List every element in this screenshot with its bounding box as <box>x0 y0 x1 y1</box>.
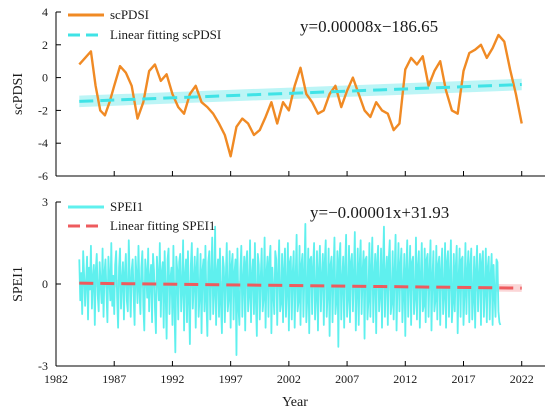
scpdsi-legend-label: scPDSI <box>110 7 149 22</box>
scpdsi-fit-equation: y=0.00008x−186.65 <box>300 17 438 36</box>
spei1-x-ticks: 1982 1987 1992 1997 2002 2007 2012 2017 2022 <box>44 361 534 386</box>
spei1-y-ticks: 3 0 -3 <box>38 195 61 373</box>
x-axis-label: Year <box>282 395 308 410</box>
spei1-series-line <box>78 222 502 356</box>
x-tick-label: 1982 <box>44 372 68 386</box>
spei1-fit-legend-label: Linear fitting SPEI1 <box>110 218 215 233</box>
spei1-y-tick-label: 0 <box>42 277 48 291</box>
spei1-y-tick-label: -3 <box>38 359 48 373</box>
spei1-fit-line <box>79 281 522 290</box>
scpdsi-y-tick-label: 0 <box>42 71 48 85</box>
spei1-panel: 3 0 -3 1982 1987 1992 1997 2002 2007 2012 2017 202… <box>11 195 545 410</box>
spei1-legend-label: SPEI1 <box>110 199 143 214</box>
x-tick-label: 1987 <box>102 372 126 386</box>
spei1-y-axis-label: SPEI1 <box>11 266 26 302</box>
x-tick-label: 2007 <box>335 372 359 386</box>
spei1-y-tick-label: 3 <box>42 195 48 209</box>
x-tick-label: 1992 <box>160 372 184 386</box>
scpdsi-y-tick-label: -6 <box>38 169 48 183</box>
scpdsi-y-ticks: 4 2 0 -2 -4 -6 <box>38 5 61 183</box>
x-tick-label: 2012 <box>393 372 417 386</box>
x-tick-label: 2017 <box>452 372 476 386</box>
scpdsi-y-tick-label: 2 <box>42 38 48 52</box>
x-tick-label: 1997 <box>219 372 243 386</box>
x-tick-label: 2022 <box>510 372 534 386</box>
scpdsi-panel: 4 2 0 -2 -4 -6 scPDSI scPDSI Linear fitting s… <box>11 5 545 183</box>
scpdsi-series-group <box>78 33 523 158</box>
scpdsi-fit-line <box>79 82 522 103</box>
scpdsi-series-line <box>78 33 523 158</box>
scpdsi-fit-group <box>79 82 522 103</box>
x-tick-label: 2002 <box>277 372 301 386</box>
spei1-series-group <box>78 222 502 356</box>
spei1-legend: SPEI1 Linear fitting SPEI1 <box>68 199 215 233</box>
scpdsi-legend: scPDSI Linear fitting scPDSI <box>68 7 221 42</box>
scpdsi-y-tick-label: -4 <box>38 136 48 150</box>
spei1-fit-group <box>79 281 522 290</box>
spei1-fit-equation: y=−0.00001x+31.93 <box>310 203 449 222</box>
scpdsi-y-axis-label: scPDSI <box>11 73 26 115</box>
scpdsi-y-tick-label: -2 <box>38 103 48 117</box>
scpdsi-x-ticks <box>55 171 523 176</box>
scpdsi-y-tick-label: 4 <box>42 5 48 19</box>
scpdsi-fit-legend-label: Linear fitting scPDSI <box>110 27 221 42</box>
